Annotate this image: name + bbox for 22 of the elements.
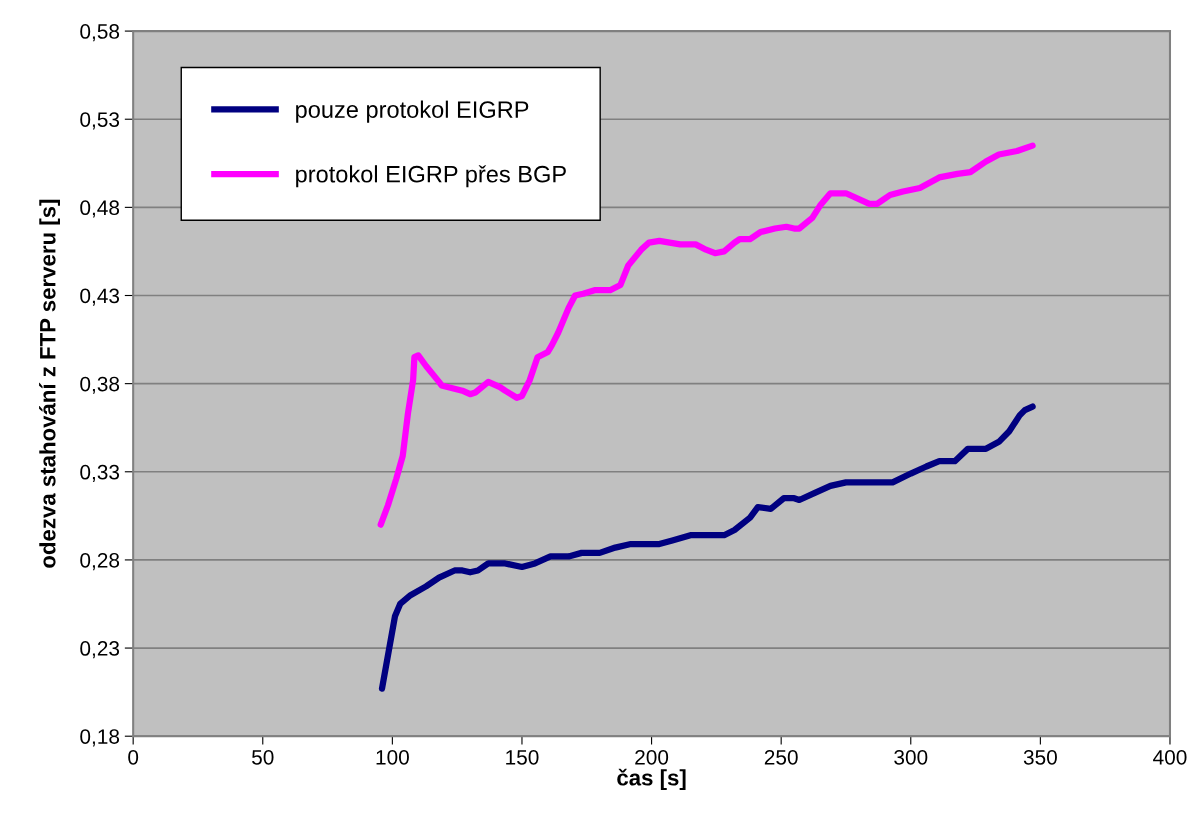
x-tick-label: 50 bbox=[252, 749, 274, 765]
y-tick-label: 0,33 bbox=[80, 464, 120, 482]
x-tick-label: 0 bbox=[128, 749, 139, 765]
y-tick-label: 0,38 bbox=[80, 376, 120, 394]
x-tick-label: 300 bbox=[894, 749, 928, 765]
x-tick-label: 400 bbox=[1153, 749, 1187, 765]
y-tick-label: 0,23 bbox=[80, 641, 120, 659]
x-tick-label: 200 bbox=[635, 749, 669, 765]
y-tick-label: 0,43 bbox=[80, 288, 120, 306]
x-tick-label: 350 bbox=[1023, 749, 1057, 765]
y-axis-title: odezva stahování z FTP serveru [s] bbox=[39, 199, 60, 568]
x-axis-title: čas [s] bbox=[617, 768, 686, 791]
y-tick-label: 0,48 bbox=[80, 200, 120, 218]
y-tick-label: 0,53 bbox=[80, 112, 120, 130]
x-tick-label: 100 bbox=[376, 749, 409, 765]
x-tick-label: 250 bbox=[764, 749, 798, 765]
y-tick-label: 0,18 bbox=[80, 729, 120, 747]
legend-label: pouze protokol EIGRP bbox=[296, 100, 529, 123]
y-tick-label: 0,58 bbox=[80, 24, 120, 42]
legend-label: protokol EIGRP přes BGP bbox=[296, 165, 566, 188]
y-tick-label: 0,28 bbox=[80, 552, 120, 571]
x-tick-label: 150 bbox=[506, 749, 539, 765]
